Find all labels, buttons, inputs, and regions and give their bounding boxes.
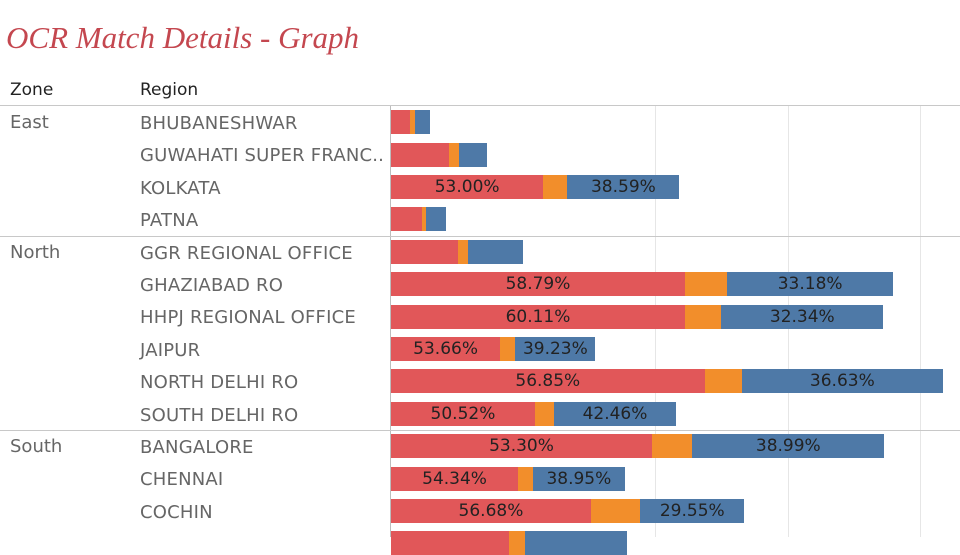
bar-segment-hhpj-regional-office-s3[interactable]: [721, 305, 884, 329]
bar-segment-ggr-regional-office-s2[interactable]: [458, 240, 469, 264]
bar-segment-kolkata-s2[interactable]: [543, 175, 568, 199]
bar-segment-jaipur-s3[interactable]: [515, 337, 596, 361]
bar-segment-north-delhi-ro-s3[interactable]: [741, 369, 944, 393]
bar-segment-bhubaneshwar-s3[interactable]: [414, 110, 430, 134]
bar-segment-patna-s2[interactable]: [422, 207, 427, 231]
data-label-ghaziabad-ro-s3: 33.18%: [777, 274, 843, 294]
bar-segment-guwahati-super-franc-s1[interactable]: [391, 143, 450, 167]
region-label-patna[interactable]: PATNA: [140, 210, 199, 231]
bar-segment-unlabeled-s1[interactable]: [391, 531, 509, 555]
region-label-bhubaneshwar[interactable]: BHUBANESHWAR: [140, 113, 298, 134]
bar-segment-bangalore-s3[interactable]: [692, 434, 885, 458]
data-label-cochin-s1: 56.68%: [458, 501, 524, 521]
region-label-ghaziabad-ro[interactable]: GHAZIABAD RO: [140, 275, 284, 296]
region-label-south-delhi-ro[interactable]: SOUTH DELHI RO: [140, 405, 299, 426]
header-divider: [0, 105, 960, 106]
bar-segment-kolkata-s3[interactable]: [567, 175, 680, 199]
bar-segment-chennai-s1[interactable]: [391, 467, 519, 491]
bar-segment-bangalore-s1[interactable]: [391, 434, 652, 458]
column-header-region[interactable]: Region: [140, 80, 199, 100]
region-label-bangalore[interactable]: BANGALORE: [140, 437, 254, 458]
data-label-bangalore-s3: 38.99%: [755, 436, 821, 456]
bar-axis: [390, 106, 391, 537]
bar-segment-south-delhi-ro-s3[interactable]: [553, 402, 677, 426]
region-label-guwahati-super-franc[interactable]: GUWAHATI SUPER FRANC..: [140, 145, 385, 166]
bar-segment-north-delhi-ro-s2[interactable]: [704, 369, 742, 393]
bar-segment-bhubaneshwar-s2[interactable]: [410, 110, 415, 134]
bar-segment-cochin-s1[interactable]: [391, 499, 591, 523]
bar-segment-hhpj-regional-office-s2[interactable]: [685, 305, 722, 329]
data-label-north-delhi-ro-s3: 36.63%: [809, 371, 875, 391]
bar-segment-ggr-regional-office-s3[interactable]: [468, 240, 523, 264]
data-label-north-delhi-ro-s1: 56.85%: [515, 371, 581, 391]
bar-segment-cochin-s3[interactable]: [640, 499, 745, 523]
data-label-jaipur-s3: 39.23%: [522, 339, 588, 359]
bar-segment-ggr-regional-office-s1[interactable]: [391, 240, 459, 264]
zone-label-north: North: [10, 242, 61, 263]
bar-segment-chennai-s3[interactable]: [533, 467, 625, 491]
bar-segment-ghaziabad-ro-s3[interactable]: [727, 272, 894, 296]
zone-divider-2: [0, 430, 960, 431]
data-label-bangalore-s1: 53.30%: [489, 436, 554, 456]
bar-segment-south-delhi-ro-s2[interactable]: [534, 402, 554, 426]
bar-segment-guwahati-super-franc-s2[interactable]: [449, 143, 460, 167]
bar-segment-bhubaneshwar-s1[interactable]: [391, 110, 411, 134]
data-label-kolkata-s1: 53.00%: [434, 177, 500, 197]
data-label-chennai-s3: 38.95%: [546, 469, 612, 489]
region-label-ggr-regional-office[interactable]: GGR REGIONAL OFFICE: [140, 243, 353, 264]
data-label-cochin-s3: 29.55%: [659, 501, 725, 521]
bar-segment-guwahati-super-franc-s3[interactable]: [459, 143, 488, 167]
data-label-chennai-s1: 54.34%: [422, 469, 487, 489]
bar-segment-ghaziabad-ro-s2[interactable]: [685, 272, 727, 296]
data-label-jaipur-s1: 53.66%: [413, 339, 478, 359]
bar-segment-ghaziabad-ro-s1[interactable]: [391, 272, 685, 296]
data-label-ghaziabad-ro-s1: 58.79%: [505, 274, 571, 294]
gridline-2: [920, 106, 921, 537]
bar-segment-jaipur-s1[interactable]: [391, 337, 501, 361]
zone-divider-1: [0, 236, 960, 237]
bar-segment-unlabeled-s3[interactable]: [524, 531, 627, 555]
data-label-south-delhi-ro-s1: 50.52%: [430, 404, 496, 424]
column-header-zone[interactable]: Zone: [10, 80, 54, 100]
data-label-south-delhi-ro-s3: 42.46%: [582, 404, 648, 424]
bar-segment-patna-s3[interactable]: [426, 207, 447, 231]
data-label-kolkata-s3: 38.59%: [590, 177, 656, 197]
bar-segment-patna-s1[interactable]: [391, 207, 423, 231]
region-label-kolkata[interactable]: KOLKATA: [140, 178, 221, 199]
data-label-hhpj-regional-office-s3: 32.34%: [769, 307, 835, 327]
bar-segment-jaipur-s2[interactable]: [500, 337, 516, 361]
data-label-hhpj-regional-office-s1: 60.11%: [505, 307, 571, 327]
region-label-jaipur[interactable]: JAIPUR: [140, 340, 201, 361]
bar-segment-chennai-s2[interactable]: [518, 467, 534, 491]
bar-segment-cochin-s2[interactable]: [590, 499, 641, 523]
bar-segment-hhpj-regional-office-s1[interactable]: [391, 305, 685, 329]
region-label-hhpj-regional-office[interactable]: HHPJ REGIONAL OFFICE: [140, 307, 356, 328]
bar-segment-kolkata-s1[interactable]: [391, 175, 544, 199]
chart-title: OCR Match Details - Graph: [6, 20, 360, 55]
bar-segment-north-delhi-ro-s1[interactable]: [391, 369, 705, 393]
bar-segment-unlabeled-s2[interactable]: [508, 531, 525, 555]
region-label-cochin[interactable]: COCHIN: [140, 502, 213, 523]
region-label-north-delhi-ro[interactable]: NORTH DELHI RO: [140, 372, 299, 393]
bar-segment-south-delhi-ro-s1[interactable]: [391, 402, 535, 426]
zone-label-east: East: [10, 112, 49, 133]
bar-segment-bangalore-s2[interactable]: [651, 434, 693, 458]
region-label-chennai[interactable]: CHENNAI: [140, 469, 224, 490]
zone-label-south: South: [10, 436, 63, 457]
